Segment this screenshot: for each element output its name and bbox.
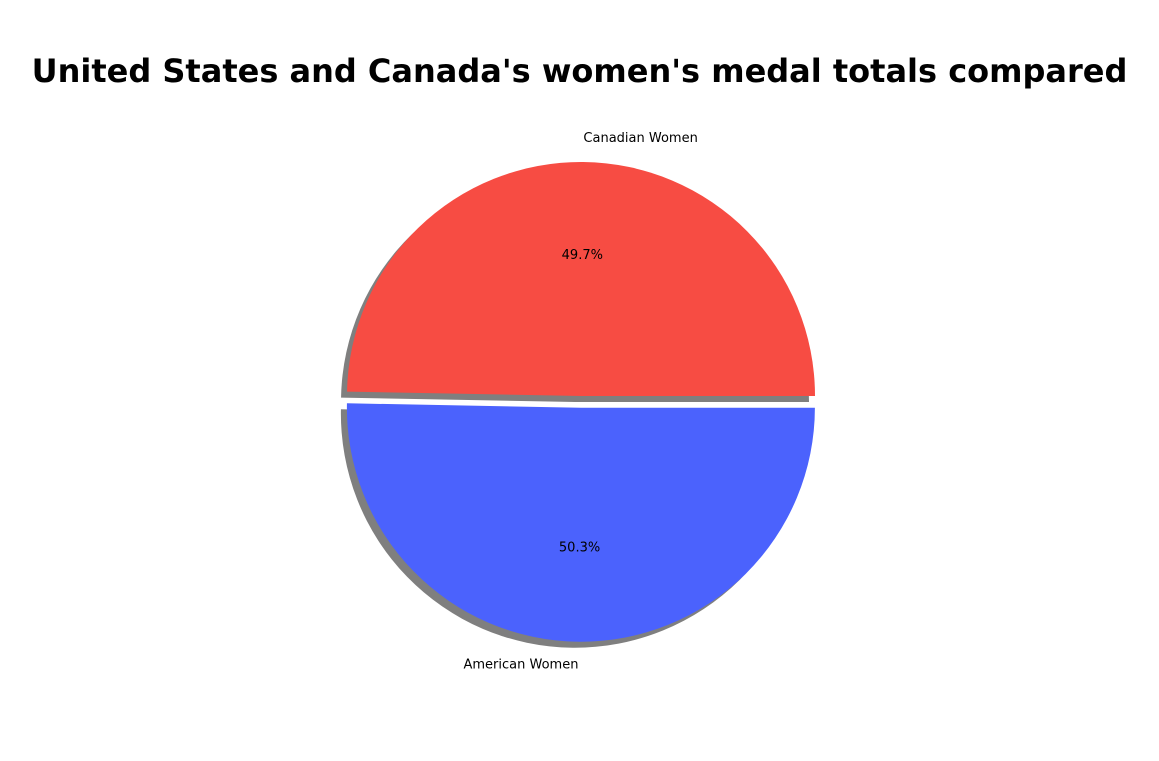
percent-label-canadian-women: 49.7% — [562, 248, 603, 263]
chart-title: United States and Canada's women's medal… — [31, 52, 1128, 90]
category-label-canadian-women: Canadian Women — [583, 131, 697, 146]
pie-slice-american-women — [346, 403, 815, 642]
category-label-american-women: American Women — [464, 658, 579, 673]
pie-slices — [346, 161, 815, 642]
pie-slice-canadian-women — [347, 161, 815, 396]
pie-labels: 49.7% Canadian Women 50.3% American Women — [464, 131, 698, 672]
percent-label-american-women: 50.3% — [559, 541, 600, 556]
